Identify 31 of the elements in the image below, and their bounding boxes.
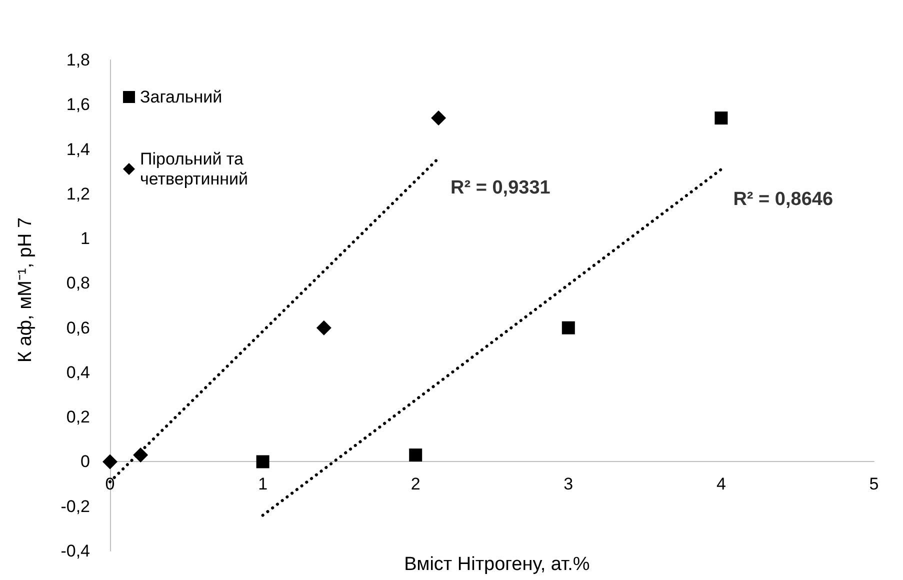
x-tick-label: 0	[105, 474, 115, 494]
point	[256, 455, 270, 468]
point	[409, 448, 422, 462]
x-axis-title: Вміст Нітрогену, ат.%	[404, 554, 590, 575]
y-axis-title: К аф, мМ⁻¹, рН 7	[15, 217, 36, 363]
legend-label: Пірольний та четвертинний	[140, 150, 248, 188]
x-tick-label: 3	[564, 474, 574, 494]
point	[102, 454, 118, 470]
x-tick-label: 4	[716, 474, 726, 494]
legend-label: Загальний	[140, 88, 222, 106]
y-tick-label: 1,8	[66, 50, 90, 70]
annotation: R² = 0,9331	[450, 178, 551, 199]
y-tick-label: 1,2	[66, 184, 90, 204]
x-tick-label: 1	[258, 474, 268, 494]
y-tick-label: -0,2	[60, 496, 90, 516]
annotation: R² = 0,8646	[733, 188, 834, 210]
x-tick-label: 2	[410, 474, 420, 494]
y-tick-label: 0,4	[66, 362, 90, 382]
y-tick-label: -0,4	[60, 542, 90, 560]
y-tick-label: 1	[80, 229, 90, 248]
y-tick-label: 1,6	[66, 95, 90, 114]
y-tick-label: 0,2	[66, 408, 90, 427]
point	[562, 321, 575, 334]
point	[714, 112, 728, 125]
y-tick-label: 0,8	[66, 274, 90, 293]
x-tick-label: 5	[869, 474, 879, 494]
y-tick-label: 0	[80, 452, 90, 472]
point	[431, 110, 446, 126]
y-tick-label: 0,6	[66, 318, 90, 338]
y-tick-label: 1,4	[66, 140, 90, 159]
point	[316, 320, 332, 336]
